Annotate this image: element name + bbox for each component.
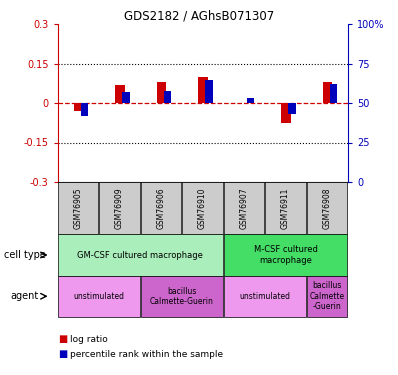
Bar: [157, 82, 166, 103]
Text: unstimulated: unstimulated: [73, 292, 124, 301]
Text: bacillus
Calmette
-Guerin: bacillus Calmette -Guerin: [310, 281, 345, 311]
Bar: [281, 103, 291, 123]
Text: M-CSF cultured
macrophage: M-CSF cultured macrophage: [254, 245, 318, 265]
Text: agent: agent: [10, 291, 38, 301]
Text: percentile rank within the sample: percentile rank within the sample: [70, 350, 223, 359]
Bar: [123, 92, 130, 103]
Bar: [74, 103, 83, 111]
Text: GSM76908: GSM76908: [322, 188, 332, 229]
Bar: [247, 98, 254, 103]
Bar: [323, 82, 332, 103]
Text: GSM76906: GSM76906: [156, 188, 166, 229]
Text: unstimulated: unstimulated: [239, 292, 290, 301]
Bar: [115, 85, 125, 103]
Text: GSM76911: GSM76911: [281, 188, 290, 229]
Text: GSM76909: GSM76909: [115, 188, 124, 229]
Text: GDS2182 / AGhsB071307: GDS2182 / AGhsB071307: [124, 9, 274, 22]
Text: GM-CSF cultured macrophage: GM-CSF cultured macrophage: [77, 251, 203, 260]
Bar: [205, 80, 213, 103]
Text: log ratio: log ratio: [70, 335, 107, 344]
Bar: [164, 90, 172, 103]
Text: GSM76910: GSM76910: [198, 188, 207, 229]
Text: ■: ■: [58, 334, 67, 344]
Text: GSM76907: GSM76907: [239, 188, 248, 229]
Text: bacillus
Calmette-Guerin: bacillus Calmette-Guerin: [150, 286, 214, 306]
Text: ■: ■: [58, 350, 67, 359]
Text: GSM76905: GSM76905: [73, 188, 82, 229]
Bar: [199, 77, 207, 103]
Bar: [289, 103, 296, 114]
Bar: [330, 84, 338, 103]
Bar: [81, 103, 88, 116]
Text: cell type: cell type: [4, 250, 46, 260]
